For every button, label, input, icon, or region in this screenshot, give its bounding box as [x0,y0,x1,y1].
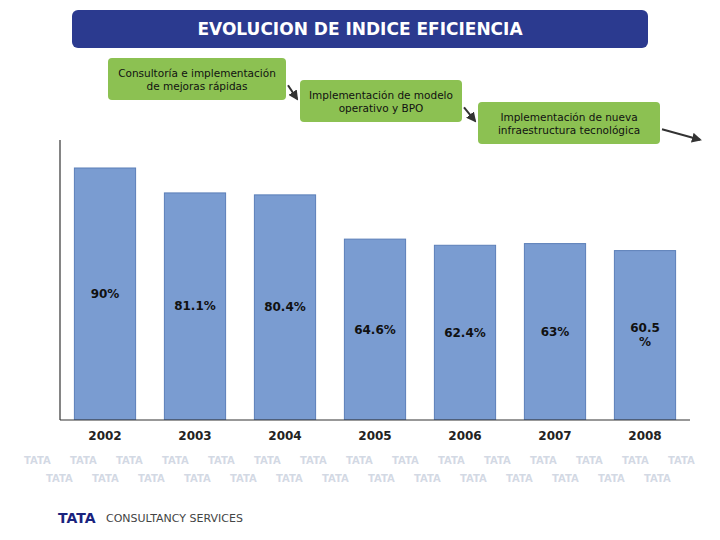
text-line: Consultoría e implementación [118,67,276,79]
text-line: operativo y BPO [339,102,424,114]
watermark-text: TATA [162,455,189,466]
watermark: TATA TATA TATA TATA TATA TATA TATA TATA TATA TATA… [24,455,695,484]
watermark-text: TATA [24,455,51,466]
logo: TATA CONSULTANCY SERVICES [58,510,243,526]
watermark-text: TATA [346,455,373,466]
arrows [288,85,700,140]
watermark-text: TATA [414,473,441,484]
text-line: Implementación de nueva [500,111,637,123]
x-tick-label: 2003 [178,429,211,443]
annotation-box [478,102,660,144]
arrow [662,129,700,140]
annotation: Implementación de nuevainfraestructura t… [478,102,660,144]
watermark-text: TATA [276,473,303,484]
watermark-text: TATA [92,473,119,484]
watermark-text: TATA [622,455,649,466]
watermark-text: TATA [138,473,165,484]
x-tick-label: 2005 [358,429,391,443]
watermark-text: TATA [484,455,511,466]
x-axis-line [60,419,690,420]
bars [74,168,675,420]
title-background [72,10,648,48]
chart-svg: EVOLUCION DE INDICE EFICIENCIA 90% 81.1% 80… [0,0,720,540]
watermark-text: TATA [576,455,603,466]
watermark-text: TATA [460,473,487,484]
x-tick-label: 2004 [268,429,301,443]
bar [524,244,585,420]
data-label: 62.4% [444,326,486,340]
watermark-text: TATA [644,473,671,484]
x-tick-label: 2002 [88,429,121,443]
bar [434,245,495,420]
x-tick-label: 2006 [448,429,481,443]
watermark-text: TATA [668,455,695,466]
data-label: 64.6% [354,323,396,337]
text-line: % [639,335,651,349]
bar [164,193,225,420]
text-line: 90% [91,287,120,301]
x-tick-label: 2007 [538,429,571,443]
watermark-text: TATA [530,455,557,466]
watermark-text: TATA [368,473,395,484]
watermark-text: TATA [70,455,97,466]
arrow [464,107,475,121]
watermark-text: TATA [552,473,579,484]
title: EVOLUCION DE INDICE EFICIENCIA [197,19,523,39]
text-line: 80.4% [264,300,306,314]
data-label: 90% [91,287,120,301]
chart-container: EVOLUCION DE INDICE EFICIENCIA 90% 81.1% 80… [0,0,720,540]
title-banner: EVOLUCION DE INDICE EFICIENCIA [72,10,648,48]
watermark-text: TATA [208,455,235,466]
x-tick-label: 2008 [628,429,661,443]
watermark-text: TATA [438,455,465,466]
watermark-text: TATA [116,455,143,466]
bar [74,168,135,420]
annotation-box [300,80,462,122]
annotation: Consultoría e implementaciónde mejoras r… [108,58,286,100]
y-axis-line [59,140,60,420]
annotation-text: Implementación de modelooperativo y BPO [309,89,453,114]
text-line: 81.1% [174,299,216,313]
text-line: 64.6% [354,323,396,337]
data-label: 81.1% [174,299,216,313]
annotation-box [108,58,286,100]
text-line: 62.4% [444,326,486,340]
text-line: infraestructura tecnológica [498,124,640,136]
watermark-text: TATA [184,473,211,484]
watermark-text: TATA [300,455,327,466]
bar [614,251,675,420]
watermark-text: TATA [322,473,349,484]
watermark-text: TATA [598,473,625,484]
text-line: de mejoras rápidas [147,80,248,92]
watermark-text: TATA [392,455,419,466]
annotation-text: Implementación de nuevainfraestructura t… [498,111,640,136]
logo-mark: TATA [58,510,96,526]
data-label: 80.4% [264,300,306,314]
watermark-text: TATA [506,473,533,484]
watermark-text: TATA [46,473,73,484]
annotation-text: Consultoría e implementaciónde mejoras r… [118,67,276,92]
watermark-text: TATA [230,473,257,484]
data-labels: 90% 81.1% 80.4% 64.6% 62.4% 63% 60.5% [91,287,660,349]
arrow [288,85,297,99]
page: {"chart_data": {"type": "bar", "title": … [0,0,720,540]
bar [344,239,405,420]
watermark-text: TATA [254,455,281,466]
logo-text: CONSULTANCY SERVICES [106,512,243,525]
data-label: 63% [541,325,570,339]
data-label: 60.5% [630,321,660,349]
annotation: Implementación de modelooperativo y BPO [300,80,462,122]
bar [254,195,315,420]
text-line: 60.5 [630,321,660,335]
annotations: Consultoría e implementaciónde mejoras r… [108,58,660,144]
text-line: Implementación de modelo [309,89,453,101]
axes: 2002 2003 2004 2005 2006 2007 2008 [60,140,690,443]
text-line: 63% [541,325,570,339]
